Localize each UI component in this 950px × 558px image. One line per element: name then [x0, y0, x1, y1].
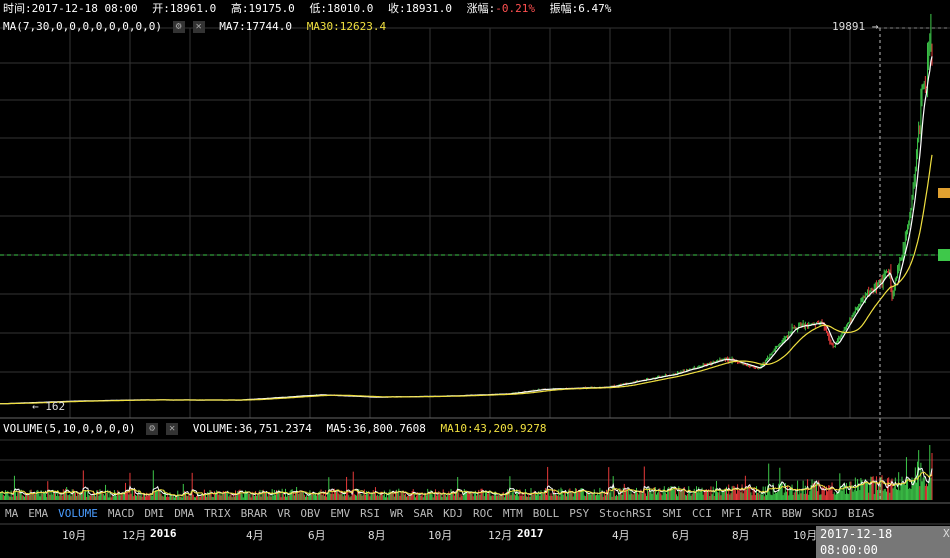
chart-canvas: [0, 13, 950, 525]
tab-sar[interactable]: SAR: [413, 507, 434, 520]
gear-icon[interactable]: ⚙: [172, 21, 185, 33]
tab-roc[interactable]: ROC: [473, 507, 493, 520]
tab-obv[interactable]: OBV: [300, 507, 321, 520]
amplitude-value: 振幅:6.47%: [549, 2, 612, 15]
tab-emv[interactable]: EMV: [330, 507, 351, 520]
price-axis-marker: [938, 188, 950, 198]
tab-macd[interactable]: MACD: [107, 507, 135, 520]
tab-mtm[interactable]: MTM: [502, 507, 523, 520]
crosshair-time-flag: 2017-12-18 08:00:00: [816, 526, 950, 558]
indicator-tabs: MA EMA VOLUME MACD DMI DMA TRIX BRAR VR OBV EMV RSI…: [0, 505, 950, 523]
ohlc-header: 时间:2017-12-18 08:00 开:18961.0 高:19175.0 …: [3, 2, 619, 16]
high-value: 高:19175.0: [230, 2, 295, 15]
change-value: 涨幅:-0.21%: [466, 2, 536, 15]
tab-dmi[interactable]: DMI: [144, 507, 165, 520]
tab-skdj[interactable]: SKDJ: [811, 507, 838, 520]
tab-dma[interactable]: DMA: [174, 507, 195, 520]
volume-ma10-line: [0, 471, 933, 497]
time-axis-label: 4月: [612, 529, 630, 542]
volume-ma10-value: MA10:43,209.9278: [440, 422, 547, 435]
close-icon[interactable]: ✕: [166, 423, 179, 435]
ma-params[interactable]: MA(7,30,0,0,0,0,0,0,0,0): [3, 20, 162, 33]
ma7-value: MA7:17744.0: [219, 20, 293, 33]
time-axis-label: 4月: [246, 529, 264, 542]
tab-ema[interactable]: EMA: [28, 507, 49, 520]
tab-bbw[interactable]: BBW: [781, 507, 802, 520]
tab-ma[interactable]: MA: [5, 507, 19, 520]
time-axis-label: 8月: [368, 529, 386, 542]
gear-icon[interactable]: ⚙: [146, 423, 159, 435]
tab-brar[interactable]: BRAR: [240, 507, 268, 520]
tab-smi[interactable]: SMI: [662, 507, 682, 520]
volume-legend: VOLUME(5,10,0,0,0,0) ⚙ ✕ VOLUME:36,751.23…: [3, 422, 554, 436]
time-value: 时间:2017-12-18 08:00: [3, 2, 138, 15]
time-axis-label: 10月: [62, 529, 87, 542]
ma7-line: [0, 56, 933, 405]
ma30-value: MA30:12623.4: [306, 20, 387, 33]
tab-trix[interactable]: TRIX: [204, 507, 231, 520]
tab-atr[interactable]: ATR: [751, 507, 772, 520]
volume-params[interactable]: VOLUME(5,10,0,0,0,0): [3, 422, 136, 435]
time-axis-label: 8月: [732, 529, 750, 542]
tab-mfi[interactable]: MFI: [721, 507, 742, 520]
tab-kdj[interactable]: KDJ: [443, 507, 463, 520]
volume-ma5-value: MA5:36,800.7608: [326, 422, 426, 435]
time-axis-label: 2017: [517, 527, 544, 540]
time-axis-label: 10月: [428, 529, 453, 542]
low-value: 低:18010.0: [309, 2, 374, 15]
tab-psy[interactable]: PSY: [569, 507, 590, 520]
tab-boll[interactable]: BOLL: [532, 507, 560, 520]
time-axis-label: 12月: [122, 529, 147, 542]
ma30-line: [0, 154, 933, 405]
tab-volume[interactable]: VOLUME: [58, 507, 98, 520]
close-icon[interactable]: ✕: [192, 21, 205, 33]
time-axis-label: 6月: [308, 529, 326, 542]
high-price-label: 19891 →: [832, 20, 879, 33]
tab-bias[interactable]: BIAS: [847, 507, 875, 520]
current-price-marker: [938, 249, 950, 261]
tab-vr[interactable]: VR: [277, 507, 291, 520]
time-axis-label: 12月: [488, 529, 513, 542]
tab-rsi[interactable]: RSI: [360, 507, 380, 520]
low-price-label: ← 162: [32, 400, 66, 413]
time-axis-label: 2016: [150, 527, 177, 540]
tab-wr[interactable]: WR: [390, 507, 404, 520]
tab-stochrsi[interactable]: StochRSI: [599, 507, 653, 520]
volume-value: VOLUME:36,751.2374: [192, 422, 312, 435]
close-value: 收:18931.0: [388, 2, 453, 15]
tab-cci[interactable]: CCI: [691, 507, 712, 520]
open-value: 开:18961.0: [152, 2, 217, 15]
time-axis-label: 10月: [793, 529, 818, 542]
volume-ma5-line: [0, 466, 933, 497]
edge-char: X: [943, 527, 950, 540]
time-axis-label: 6月: [672, 529, 690, 542]
ma-legend: MA(7,30,0,0,0,0,0,0,0,0) ⚙ ✕ MA7:17744.0 …: [3, 20, 394, 34]
